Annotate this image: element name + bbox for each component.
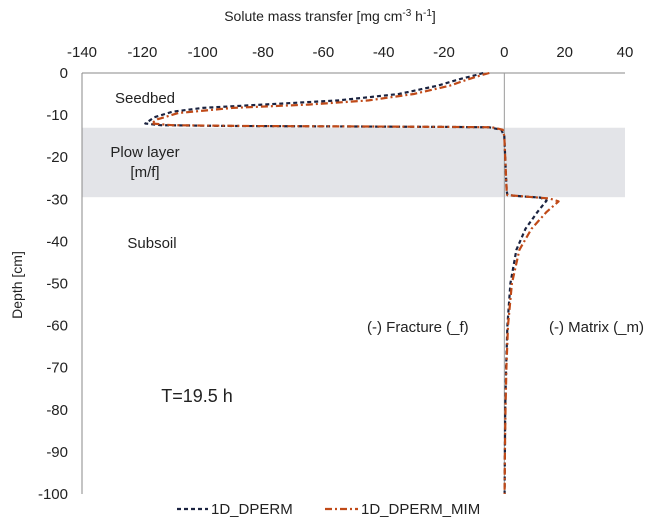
- y-tick-label: -60: [46, 318, 68, 335]
- legend: 1D_DPERM 1D_DPERM_MIM: [177, 501, 480, 518]
- x-axis-title-sup1: -3: [402, 8, 411, 19]
- x-axis-title-sup2: -1: [423, 8, 432, 19]
- series-group: [144, 71, 560, 495]
- y-tick-label: -90: [46, 444, 68, 461]
- annotation-fracture: (-) Fracture (_f): [367, 319, 469, 336]
- y-axis-title: Depth [cm]: [9, 251, 25, 319]
- x-axis-title: Solute mass transfer [mg cm-3 h-1]: [224, 8, 436, 24]
- y-tick-label: -70: [46, 360, 68, 377]
- x-tick-label: -40: [373, 44, 395, 61]
- x-tick-label: -120: [127, 44, 157, 61]
- x-tick-label: -140: [67, 44, 97, 61]
- annotation-plow-layer-type: [m/f]: [130, 164, 159, 181]
- x-tick-label: 0: [500, 44, 508, 61]
- annotation-matrix: (-) Matrix (_m): [549, 319, 644, 336]
- y-tick-label: -20: [46, 149, 68, 166]
- plow-layer-band: [82, 127, 625, 198]
- annotation-plow-layer: Plow layer: [110, 144, 179, 161]
- y-tick-labels: 0 -10 -20 -30 -40 -50 -60 -70 -80 -90 -100: [38, 65, 68, 503]
- x-axis-title-mid: h: [411, 8, 423, 24]
- x-tick-label: 20: [556, 44, 573, 61]
- annotation-subsoil: Subsoil: [127, 235, 176, 252]
- x-tick-label: -100: [188, 44, 218, 61]
- y-tick-label: -50: [46, 276, 68, 293]
- annotation-time: T=19.5 h: [161, 386, 233, 406]
- y-tick-label: 0: [60, 65, 68, 82]
- y-tick-label: -30: [46, 191, 68, 208]
- x-tick-label: -20: [433, 44, 455, 61]
- x-axis-title-end: ]: [432, 8, 436, 24]
- legend-label-1d-dperm: 1D_DPERM: [211, 501, 293, 518]
- y-tick-label: -10: [46, 107, 68, 124]
- y-tick-label: -100: [38, 486, 68, 503]
- y-tick-label: -80: [46, 402, 68, 419]
- x-tick-labels: -140 -120 -100 -80 -60 -40 -20 0 20 40: [67, 44, 633, 61]
- x-tick-label: -60: [312, 44, 334, 61]
- annotation-seedbed: Seedbed: [115, 90, 175, 107]
- series-line-1d-dperm-mim: [150, 71, 560, 495]
- y-tick-label: -40: [46, 233, 68, 250]
- legend-label-1d-dperm-mim: 1D_DPERM_MIM: [361, 501, 480, 518]
- x-tick-label: 40: [617, 44, 634, 61]
- x-axis-title-main: Solute mass transfer [mg cm: [224, 8, 402, 24]
- series-line-1d-dperm: [144, 71, 548, 495]
- x-tick-label: -80: [252, 44, 274, 61]
